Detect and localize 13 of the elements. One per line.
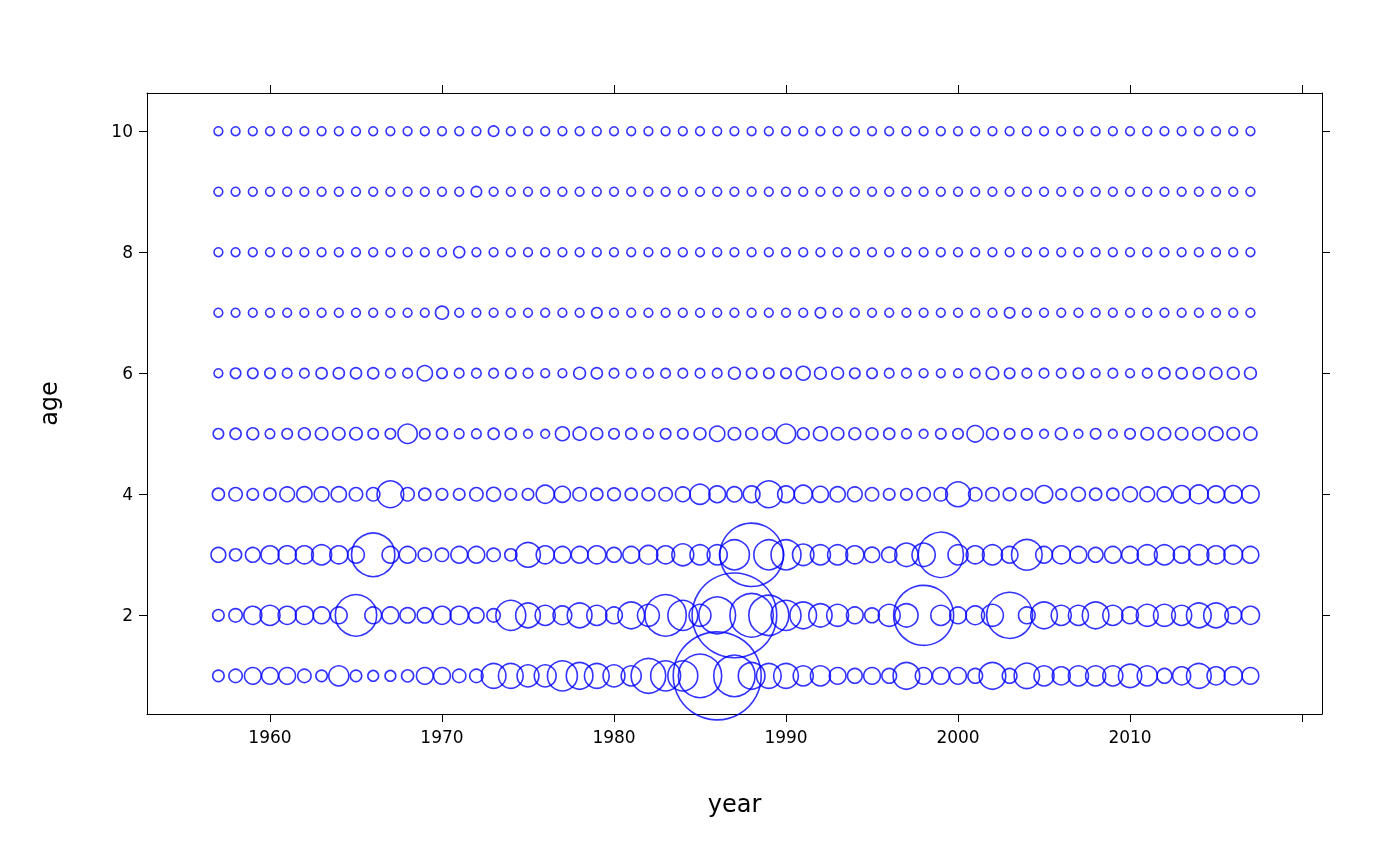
y-tick-label: 2 xyxy=(122,605,133,626)
x-tick-label: 1990 xyxy=(764,726,808,747)
y-tick-label: 6 xyxy=(122,363,133,384)
x-axis-title: year xyxy=(707,790,762,818)
x-tick-label: 2010 xyxy=(1108,726,1152,747)
x-tick-label: 2000 xyxy=(936,726,980,747)
y-tick-label: 10 xyxy=(111,121,133,142)
x-tick-label: 1970 xyxy=(420,726,464,747)
y-axis-title: age xyxy=(35,381,63,426)
y-tick-label: 4 xyxy=(122,484,133,505)
x-tick-label: 1980 xyxy=(592,726,636,747)
y-tick-label: 8 xyxy=(122,242,133,263)
x-tick-label: 1960 xyxy=(248,726,292,747)
